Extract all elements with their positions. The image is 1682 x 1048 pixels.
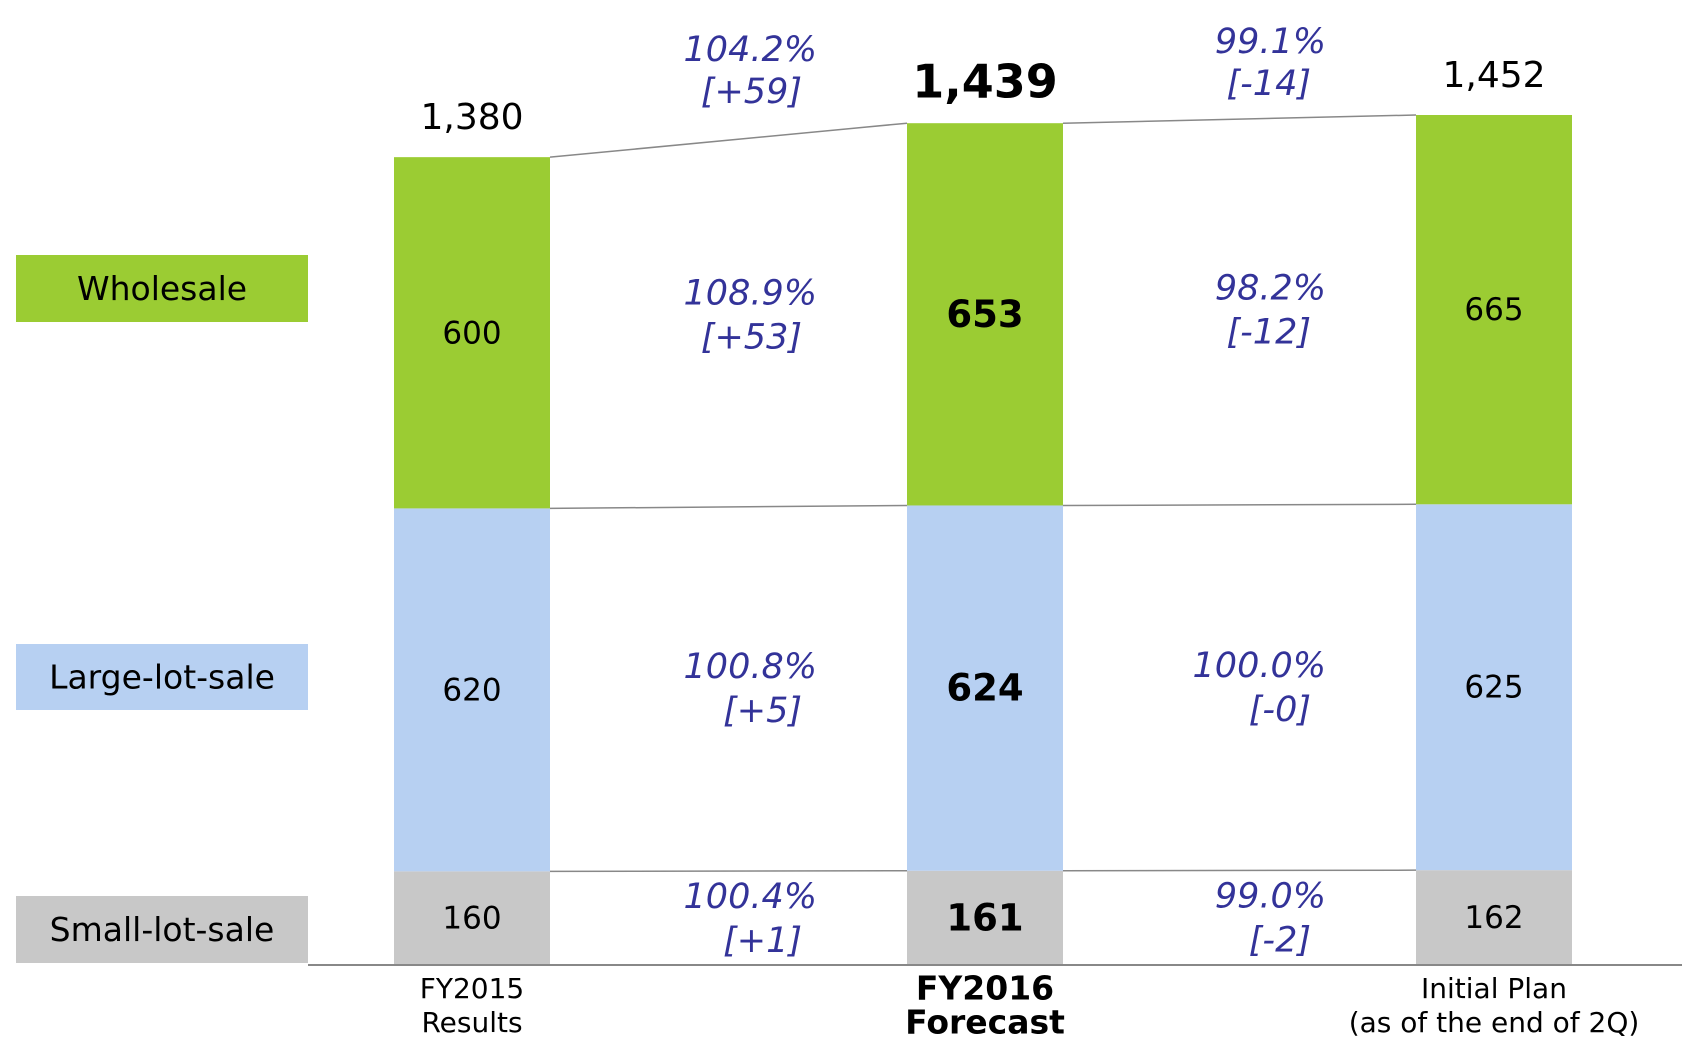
value-label: 620 [442, 672, 501, 708]
value-label: 600 [442, 315, 501, 351]
category-label: Results [421, 1006, 522, 1039]
total-change-pct: 104.2% [684, 30, 817, 70]
connector [549, 870, 908, 873]
change-pct: 100.8% [684, 647, 817, 687]
total-label: 1,452 [1442, 55, 1545, 96]
legend-box [16, 644, 308, 710]
total-change-pct: 99.1% [1215, 22, 1326, 62]
bar-segment [1416, 870, 1572, 965]
value-label: 161 [946, 896, 1023, 939]
legend-box [16, 896, 308, 963]
value-label: 162 [1464, 900, 1523, 936]
bar-segment [907, 123, 1063, 506]
change-diff: [+53] [701, 317, 802, 357]
value-label: 653 [946, 293, 1023, 336]
value-label: 665 [1464, 292, 1523, 328]
total-label: 1,439 [912, 55, 1058, 109]
connector [1062, 869, 1417, 872]
bar-segment [907, 870, 1063, 965]
category-label: (as of the end of 2Q) [1349, 1006, 1640, 1039]
total-change-diff: [+59] [701, 72, 802, 112]
change-diff: [-12] [1227, 313, 1311, 353]
legend-box [16, 255, 308, 322]
total-change-diff: [-14] [1227, 64, 1311, 104]
connector [549, 122, 908, 158]
change-pct: 100.4% [684, 877, 817, 917]
connector [1062, 503, 1417, 507]
value-label: 625 [1464, 670, 1523, 706]
bar-segment [394, 508, 550, 872]
bar-segment [394, 871, 550, 965]
change-diff: [-2] [1249, 921, 1311, 961]
total-label: 1,380 [420, 97, 523, 138]
change-pct: 100.0% [1193, 646, 1326, 686]
change-pct: 108.9% [684, 273, 817, 313]
connector [1062, 114, 1417, 124]
value-label: 624 [946, 667, 1023, 710]
category-label: FY2016 [916, 969, 1054, 1008]
connector [549, 504, 908, 510]
legend-label: Wholesale [77, 269, 247, 308]
change-pct: 99.0% [1215, 877, 1326, 917]
bar-segment [394, 157, 550, 509]
category-label: Forecast [905, 1003, 1065, 1042]
change-diff: [+1] [723, 921, 802, 961]
change-pct: 98.2% [1215, 269, 1326, 309]
category-label: Initial Plan [1421, 972, 1567, 1005]
change-diff: [+5] [723, 691, 802, 731]
bar-segment [907, 505, 1063, 871]
value-label: 160 [442, 901, 501, 937]
legend-label: Small-lot-sale [50, 910, 275, 949]
bar-segment [1416, 504, 1572, 871]
legend-label: Large-lot-sale [49, 658, 275, 697]
change-diff: [-0] [1249, 690, 1311, 730]
category-label: FY2015 [420, 972, 524, 1005]
bar-segment [1416, 114, 1572, 505]
